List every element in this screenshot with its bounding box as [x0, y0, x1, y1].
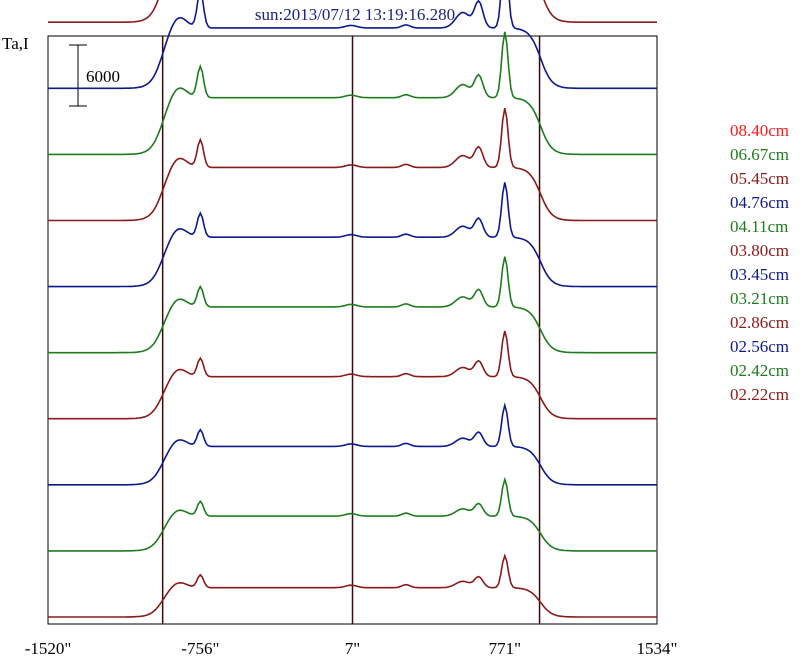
- legend-entry-04.76cm: 04.76cm: [730, 193, 789, 212]
- series-line-02.86cm: [48, 330, 657, 420]
- legend-entry-03.21cm: 03.21cm: [730, 289, 789, 308]
- legend: 08.40cm 06.67cm 05.45cm 04.76cm 04.11cm 03.80…: [730, 121, 789, 404]
- series-line-04.11cm: [48, 31, 657, 156]
- scale-bar-label: 6000: [86, 67, 120, 86]
- legend-entry-08.40cm: 08.40cm: [730, 121, 789, 140]
- legend-entry-06.67cm: 06.67cm: [730, 145, 789, 164]
- chart-title: sun:2013/07/12 13:19:16.280: [255, 5, 455, 24]
- series-line-04.76cm: [48, 0, 657, 90]
- series-line-02.22cm: [48, 553, 657, 618]
- series-line-05.45cm: [48, 0, 657, 24]
- x-tick-labels: -1520" -756" 7" 771" 1534": [25, 639, 678, 658]
- scale-bar: 6000: [69, 44, 120, 107]
- legend-entry-02.22cm: 02.22cm: [730, 385, 789, 404]
- series-line-03.45cm: [48, 182, 657, 288]
- vertical-markers: [161, 36, 541, 624]
- legend-entry-02.56cm: 02.56cm: [730, 337, 789, 356]
- legend-entry-05.45cm: 05.45cm: [730, 169, 789, 188]
- x-tick-label-0: -1520": [25, 639, 72, 658]
- legend-entry-03.45cm: 03.45cm: [730, 265, 789, 284]
- series-line-03.80cm: [48, 107, 657, 222]
- x-tick-label-2: 7": [345, 639, 360, 658]
- series-line-03.21cm: [48, 256, 657, 354]
- series-line-02.56cm: [48, 402, 657, 486]
- x-tick-label-4: 1534": [637, 639, 678, 658]
- legend-entry-02.42cm: 02.42cm: [730, 361, 789, 380]
- series-layer: [48, 0, 657, 618]
- x-tick-label-1: -756": [181, 639, 219, 658]
- legend-entry-03.80cm: 03.80cm: [730, 241, 789, 260]
- legend-entry-02.86cm: 02.86cm: [730, 313, 789, 332]
- x-tick-label-3: 771": [489, 639, 521, 658]
- y-axis-label: Ta,I: [2, 34, 29, 53]
- series-line-02.42cm: [48, 476, 657, 552]
- legend-entry-04.11cm: 04.11cm: [730, 217, 788, 236]
